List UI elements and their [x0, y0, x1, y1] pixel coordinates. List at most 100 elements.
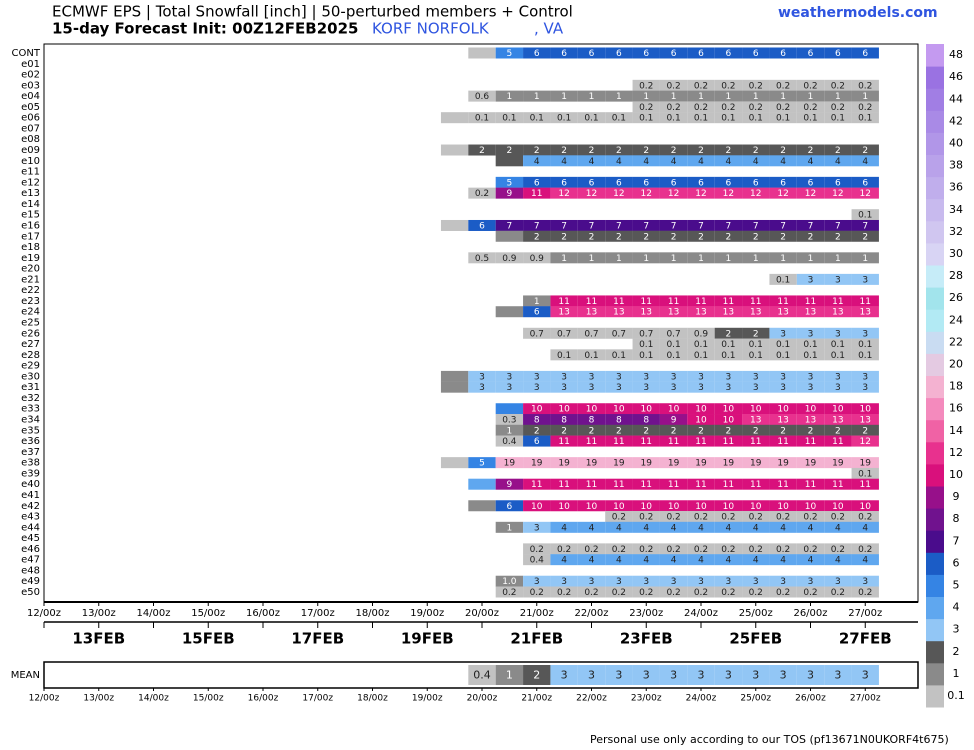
cell [796, 273, 825, 285]
cell [687, 414, 715, 426]
cell [851, 665, 879, 685]
cell [523, 47, 551, 59]
cell [577, 665, 606, 685]
cell-label: 0.2 [803, 81, 817, 91]
cell [659, 586, 688, 598]
row-label: e32 [21, 393, 40, 404]
cell [742, 187, 770, 199]
x-tick-label: 18/00z [355, 608, 389, 619]
cell-label: 11 [832, 297, 843, 307]
cell-label: 2 [753, 426, 759, 436]
cell [659, 295, 688, 307]
colorbar-label: 3 [953, 623, 960, 636]
cell-label: 2 [698, 146, 704, 156]
cell [468, 370, 496, 382]
cell [742, 500, 770, 512]
cell [577, 47, 606, 59]
cell [495, 381, 524, 393]
cell [577, 306, 606, 318]
colorbar-label: 34 [949, 203, 963, 216]
cell [742, 79, 770, 91]
cell [659, 435, 688, 447]
cell-label: 7 [589, 221, 595, 231]
cell [742, 586, 770, 598]
cell-label: 4 [561, 556, 567, 566]
cell [851, 187, 879, 199]
cell-label: 4 [753, 556, 759, 566]
cell [550, 47, 578, 59]
cell-label: 1 [835, 254, 841, 264]
cell-label: 3 [534, 383, 540, 393]
cell-label: 3 [835, 577, 841, 587]
cell-label: 2 [753, 232, 759, 242]
cell [687, 79, 715, 91]
cell [851, 273, 879, 285]
cell-label: 2 [616, 426, 622, 436]
cell-label: 1 [862, 254, 868, 264]
cell-label: 0.3 [502, 416, 516, 426]
cell [577, 90, 606, 102]
cell [796, 403, 825, 415]
cell-label: 3 [671, 383, 677, 393]
cell-label: 5 [507, 178, 513, 188]
cell-label: 4 [671, 556, 677, 566]
colorbar-label: 0.1 [947, 689, 965, 702]
cell [687, 187, 715, 199]
cell-label: 2 [726, 232, 732, 242]
cell [632, 414, 660, 426]
cell [550, 543, 578, 555]
cell-label: 3 [726, 383, 732, 393]
cell [632, 381, 660, 393]
cell [851, 101, 879, 113]
cell-label: 0.1 [557, 114, 571, 124]
cell-label: 3 [479, 372, 485, 382]
x-tick-label: 17/00z [301, 608, 335, 619]
cell-label: 6 [589, 49, 595, 59]
cell [851, 295, 879, 307]
cell [659, 370, 688, 382]
cell-label: 1 [726, 254, 732, 264]
cell-label: 0.1 [831, 351, 845, 361]
cell-label: 0.6 [475, 92, 490, 102]
x-tick-label: 22/00z [574, 608, 608, 619]
cell [605, 586, 633, 598]
colorbar-label: 20 [949, 357, 963, 370]
cell [659, 500, 688, 512]
mean-x-tick-label: 19/00z [412, 694, 443, 704]
cell-label: 1 [726, 92, 732, 102]
cell [687, 435, 715, 447]
colorbar-label: 30 [949, 247, 963, 260]
cell-label: 6 [561, 49, 567, 59]
colorbar-swatch [926, 176, 944, 200]
cell [714, 327, 743, 339]
cell-label: 0.2 [584, 588, 598, 598]
cell [796, 187, 825, 199]
cell-label: 11 [750, 437, 761, 447]
row-label: e14 [21, 199, 40, 210]
cell-label: 4 [589, 157, 595, 167]
cell [523, 219, 551, 231]
cell [632, 295, 660, 307]
cell-label: 10 [695, 416, 707, 426]
cell-label: 11 [613, 480, 624, 490]
cell-label: 1 [698, 92, 704, 102]
cell-label: 3 [753, 577, 759, 587]
cell [550, 424, 578, 436]
cell-label: 3 [561, 372, 567, 382]
cell-label: 11 [613, 437, 624, 447]
cell [769, 457, 797, 469]
cell [742, 90, 770, 102]
cell [550, 187, 578, 199]
cell [769, 230, 797, 242]
cell-label: 10 [531, 405, 543, 415]
cell [687, 144, 715, 156]
cell [796, 101, 825, 113]
cell [769, 370, 797, 382]
cell-label: 9 [507, 189, 513, 199]
colorbar-label: 8 [953, 512, 960, 525]
cell [824, 187, 852, 199]
cell-label: 13 [777, 308, 788, 318]
cell [659, 554, 688, 566]
cell [495, 219, 524, 231]
x-tick-label: 27/00z [848, 608, 882, 619]
